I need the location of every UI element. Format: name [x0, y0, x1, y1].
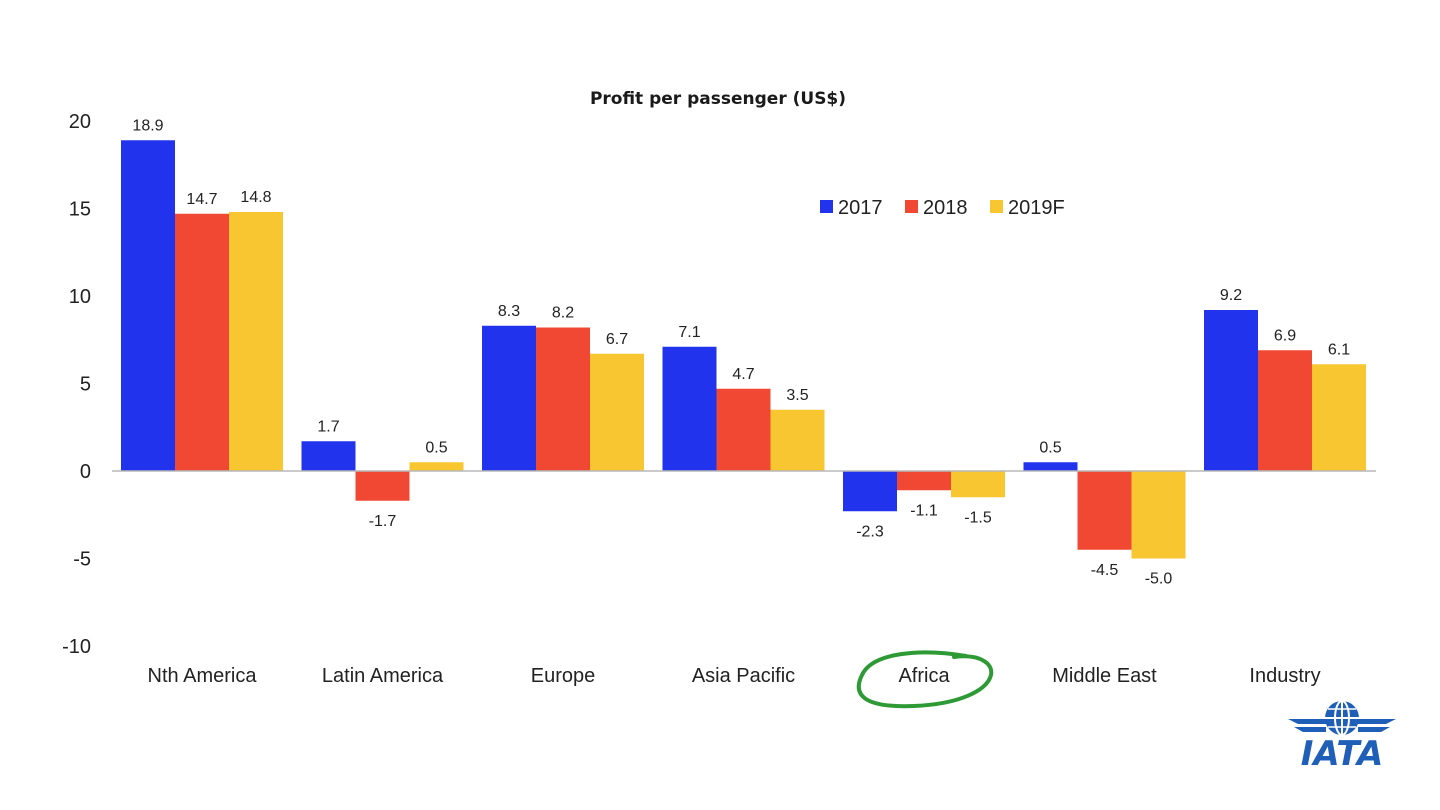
data-label: 6.9	[1274, 327, 1296, 344]
bar	[229, 212, 283, 471]
highlight-stroke	[856, 650, 994, 709]
data-label: 8.3	[498, 303, 520, 320]
bar	[716, 388, 771, 471]
legend-swatch	[820, 200, 833, 213]
y-tick-label: 20	[69, 111, 91, 133]
bar	[897, 471, 951, 491]
highlight-circle	[856, 650, 994, 709]
chart-title: Profit per passenger (US$)	[590, 89, 846, 109]
bar	[409, 462, 464, 471]
bar	[770, 409, 825, 471]
bar	[843, 471, 897, 512]
data-label: 0.5	[1039, 439, 1061, 456]
x-axis: Nth America Latin America Europe Asia Pacif…	[148, 665, 1321, 687]
x-tick-label: Nth America	[148, 665, 258, 687]
legend-label: 2019F	[1008, 197, 1065, 219]
bar	[662, 346, 717, 471]
y-tick-label: 10	[69, 286, 91, 308]
data-label: 18.9	[132, 117, 163, 134]
y-tick-label: 5	[80, 374, 91, 396]
y-tick-label: -10	[62, 636, 91, 658]
bar	[301, 441, 356, 471]
x-tick-label: Africa	[898, 665, 950, 687]
x-tick-label: Industry	[1249, 665, 1320, 687]
bar	[1077, 471, 1132, 550]
bars	[121, 140, 1366, 559]
bar	[482, 325, 536, 471]
data-label: -1.7	[369, 513, 397, 530]
iata-logo: IATA	[1288, 700, 1396, 774]
legend-label: 2017	[838, 197, 883, 219]
legend: 2017 2018 2019F	[820, 197, 1065, 219]
x-tick-label: Middle East	[1052, 665, 1157, 687]
bar	[1131, 471, 1186, 559]
data-label: 9.2	[1220, 287, 1242, 304]
data-label: 14.7	[186, 191, 217, 208]
data-label: -4.5	[1091, 562, 1119, 579]
logo-text: IATA	[1301, 734, 1384, 774]
data-label: 4.7	[732, 366, 754, 383]
y-tick-label: -5	[73, 549, 91, 571]
data-label: 3.5	[786, 387, 808, 404]
bar	[1204, 310, 1258, 471]
legend-swatch	[990, 200, 1003, 213]
bar	[175, 213, 229, 471]
bar	[951, 471, 1005, 498]
data-label: -5.0	[1145, 571, 1173, 588]
data-label: 0.5	[425, 439, 447, 456]
x-tick-label: Asia Pacific	[692, 665, 795, 687]
bar	[1258, 350, 1312, 471]
legend-swatch	[905, 200, 918, 213]
bar	[355, 471, 410, 501]
bar	[590, 353, 644, 471]
bar	[121, 140, 175, 471]
data-label: -1.1	[910, 502, 938, 519]
bar	[1023, 462, 1078, 471]
bar	[536, 327, 590, 471]
data-label: 14.8	[240, 189, 271, 206]
data-label: 6.7	[606, 331, 628, 348]
data-label: 1.7	[317, 418, 339, 435]
bar	[1312, 364, 1366, 471]
data-label: -2.3	[856, 523, 884, 540]
data-label: 7.1	[678, 324, 700, 341]
globe-icon	[1325, 700, 1359, 736]
data-label: -1.5	[964, 509, 992, 526]
data-labels: 18.9 14.7 14.8 1.7 -1.7 0.5 8.3 8.2 6.7 7.1 4.7 3.5…	[132, 117, 1350, 587]
x-tick-label: Europe	[531, 665, 596, 687]
y-axis: 20 15 10 5 0 -5 -10	[62, 111, 91, 658]
legend-label: 2018	[923, 197, 968, 219]
y-tick-label: 0	[80, 461, 91, 483]
x-tick-label: Latin America	[322, 665, 444, 687]
y-tick-label: 15	[69, 199, 91, 221]
wings-icon	[1288, 719, 1396, 732]
data-label: 8.2	[552, 305, 574, 322]
data-label: 6.1	[1328, 341, 1350, 358]
